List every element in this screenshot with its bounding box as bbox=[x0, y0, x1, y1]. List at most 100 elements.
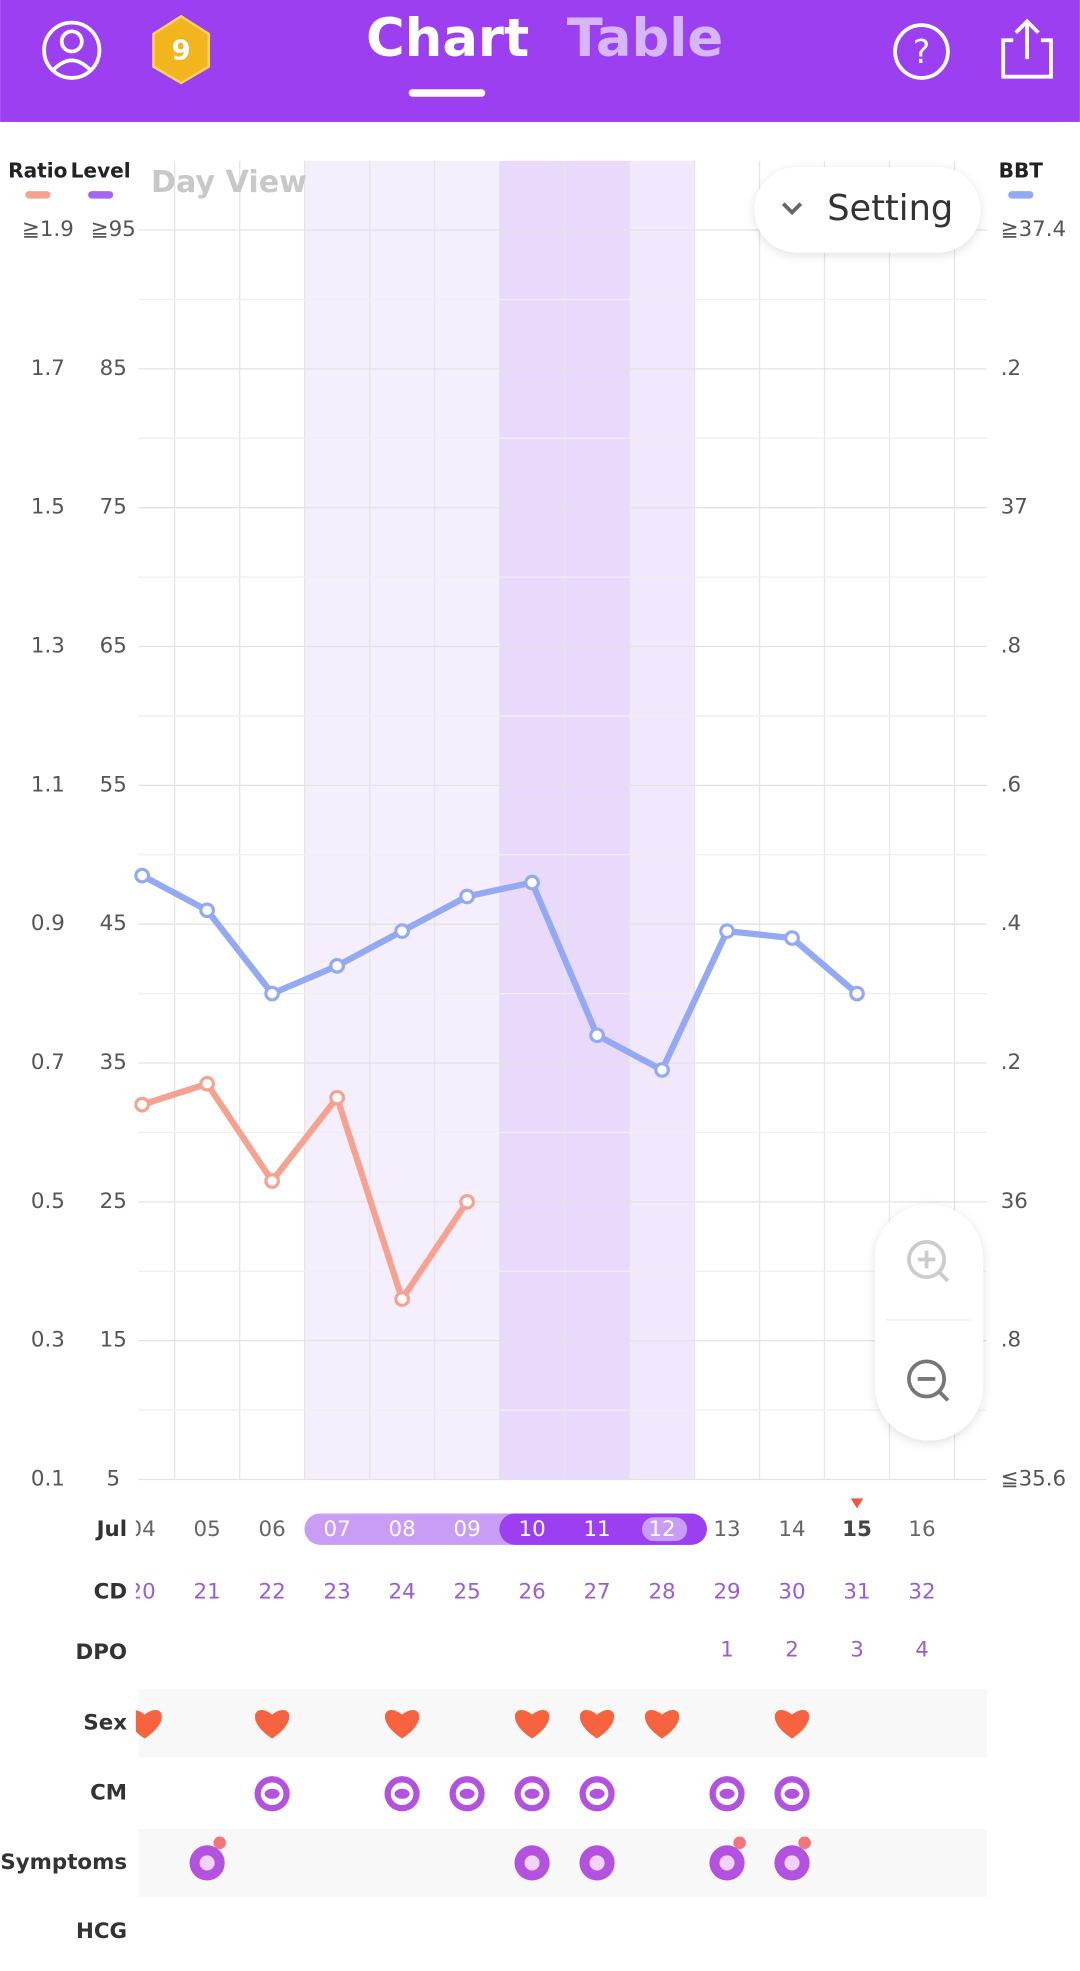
table-tab[interactable]: Table bbox=[567, 8, 724, 69]
dpo-label: 2 bbox=[785, 1637, 799, 1662]
data-point bbox=[199, 1075, 215, 1092]
day-label: 06 bbox=[259, 1517, 286, 1542]
bbt-tick-label: .8 bbox=[1001, 1328, 1021, 1353]
row-label: CD bbox=[94, 1580, 127, 1605]
legend-label: Ratio bbox=[8, 159, 67, 183]
data-point bbox=[459, 888, 475, 905]
bbt-tick-label: ≦35.6 bbox=[1001, 1467, 1066, 1492]
day-label: 04 bbox=[129, 1517, 156, 1542]
data-point bbox=[459, 1193, 475, 1210]
level-tick-label: 5 bbox=[106, 1467, 120, 1492]
sex-heart bbox=[774, 1709, 810, 1739]
cm-icon-drop bbox=[784, 1788, 800, 1799]
bbt-tick-label: ≧37.4 bbox=[1001, 217, 1066, 242]
legend-swatch bbox=[1008, 191, 1034, 199]
legend-label: Level bbox=[71, 159, 131, 183]
series-line bbox=[141, 1080, 470, 1303]
level-tick-label: ≧95 bbox=[91, 217, 136, 242]
data-point bbox=[264, 1173, 280, 1189]
cd-label: 30 bbox=[778, 1580, 805, 1605]
bbt-tick-label: .2 bbox=[1001, 1050, 1021, 1075]
ratio-tick-label: 0.9 bbox=[31, 911, 65, 936]
row-label: Jul bbox=[95, 1517, 127, 1542]
cd-label: 28 bbox=[648, 1580, 675, 1605]
cd-label: 32 bbox=[908, 1580, 935, 1605]
level-tick-label: 25 bbox=[100, 1189, 127, 1214]
level-tick-label: 65 bbox=[100, 634, 127, 659]
day-table: 0420052106220723082409251026112712281329… bbox=[129, 1498, 987, 1897]
zoom-in[interactable] bbox=[907, 1240, 950, 1283]
symptom-icon-inner bbox=[719, 1855, 735, 1871]
day-label: 15 bbox=[842, 1517, 872, 1542]
data-point bbox=[654, 1062, 670, 1078]
row-label: Sex bbox=[83, 1710, 127, 1735]
sex-heart bbox=[514, 1709, 550, 1739]
help-button[interactable]: ? bbox=[893, 23, 950, 80]
level-badge[interactable]: 9 bbox=[152, 14, 211, 85]
ratio-tick-label: 1.7 bbox=[31, 356, 65, 381]
cd-label: 23 bbox=[324, 1580, 351, 1605]
data-point bbox=[589, 1027, 605, 1044]
row-label: CM bbox=[90, 1781, 127, 1806]
bbt-tick-label: .6 bbox=[1001, 772, 1021, 797]
ratio-tick-label: 1.3 bbox=[31, 634, 65, 659]
ratio-tick-label: 0.3 bbox=[31, 1328, 65, 1353]
level-tick-label: 75 bbox=[100, 495, 127, 520]
symptom-dot bbox=[733, 1836, 746, 1850]
bbt-tick-label: 36 bbox=[1001, 1189, 1028, 1214]
day-label: 08 bbox=[389, 1517, 416, 1542]
ratio-tick-label: 0.7 bbox=[31, 1050, 65, 1075]
badge-number: 9 bbox=[172, 34, 191, 67]
row-label: Symptoms bbox=[0, 1850, 127, 1875]
share-button[interactable] bbox=[1001, 18, 1053, 79]
day-label: 09 bbox=[453, 1517, 480, 1542]
legend-swatch bbox=[25, 191, 51, 199]
cm-icon-drop bbox=[459, 1788, 475, 1799]
day-label: 05 bbox=[194, 1517, 221, 1542]
cd-label: 20 bbox=[129, 1580, 156, 1605]
tab-indicator bbox=[408, 89, 486, 97]
cd-label: 27 bbox=[583, 1580, 610, 1605]
day-label: 10 bbox=[518, 1517, 545, 1542]
profile-button[interactable] bbox=[42, 20, 102, 80]
cd-label: 26 bbox=[518, 1580, 545, 1605]
data-point bbox=[199, 902, 215, 919]
bbt-tick-label: .4 bbox=[1001, 911, 1021, 936]
cd-label: 22 bbox=[259, 1580, 286, 1605]
zoom-out[interactable] bbox=[907, 1359, 950, 1402]
data-point bbox=[719, 923, 735, 939]
setting-button[interactable]: Setting bbox=[754, 167, 981, 253]
level-tick-label: 55 bbox=[100, 772, 127, 797]
fertile-band bbox=[629, 160, 695, 1480]
symptom-icon-inner bbox=[199, 1855, 215, 1871]
plot-area: 0.1 0.3 0.5 0.7 0.9 1.1 1.3 1.5 1.7 ≧1.9 5 15 25 35 45… bbox=[8, 159, 1066, 1492]
symptom-icon-inner bbox=[524, 1855, 540, 1871]
series-line bbox=[140, 872, 860, 1074]
sex-heart bbox=[135, 1709, 162, 1739]
cm-icon-drop bbox=[394, 1788, 410, 1799]
day-label: 14 bbox=[778, 1517, 805, 1542]
cm-icon-drop bbox=[524, 1788, 540, 1799]
bbt-tick-label: .8 bbox=[1001, 634, 1021, 659]
level-tick-label: 15 bbox=[100, 1328, 127, 1353]
row-label: HCG bbox=[76, 1919, 127, 1944]
dpo-label: 3 bbox=[850, 1637, 864, 1662]
chart-tab[interactable]: Chart bbox=[366, 8, 529, 69]
data-point bbox=[394, 1291, 410, 1307]
level-tick-label: 45 bbox=[100, 911, 127, 936]
cm-icon-drop bbox=[719, 1788, 735, 1799]
data-point bbox=[784, 930, 800, 946]
help-icon: ? bbox=[913, 33, 930, 71]
ratio-tick-label: ≧1.9 bbox=[22, 217, 74, 242]
level-tick-label: 35 bbox=[100, 1050, 127, 1075]
cd-label: 29 bbox=[713, 1580, 740, 1605]
day-label: 12 bbox=[648, 1517, 675, 1542]
ratio-tick-label: 0.5 bbox=[31, 1189, 65, 1214]
data-point bbox=[329, 1089, 345, 1106]
sex-heart bbox=[254, 1709, 290, 1739]
day-label: 16 bbox=[908, 1517, 935, 1542]
cm-icon-drop bbox=[589, 1788, 605, 1799]
sex-heart bbox=[644, 1709, 680, 1739]
